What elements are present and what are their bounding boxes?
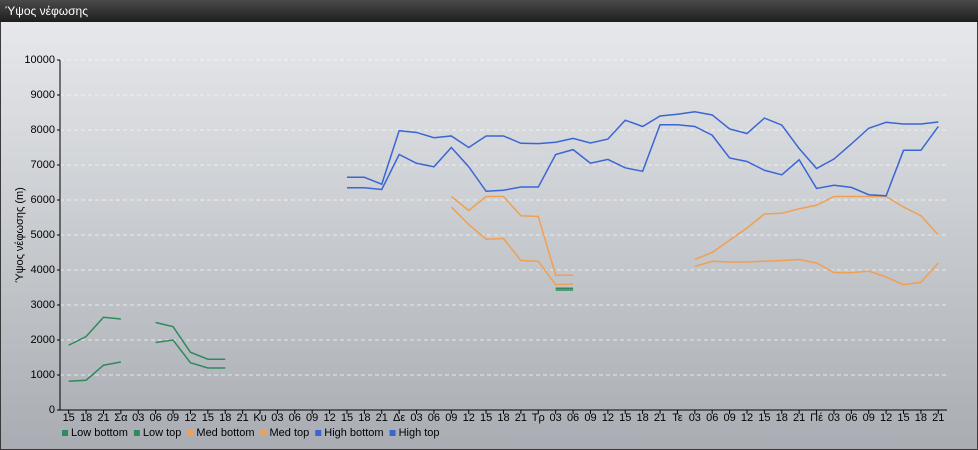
x-tick-label: 21 [376,412,388,424]
x-tick-label: 21 [654,412,666,424]
series-line [450,195,939,276]
x-tick-label: Τε [672,412,683,424]
y-tick-label: 10000 [24,54,55,66]
series-line [346,124,939,197]
y-axis-label: Ύψος νέφωσης (m) [14,187,26,283]
x-tick-label: 18 [80,412,92,424]
x-tick-label: 12 [602,412,614,424]
chart-title: Ύψος νέφωσης [5,4,88,18]
x-tick-label: 18 [358,412,370,424]
x-tick-label: 15 [480,412,492,424]
x-tick-label: 09 [306,412,318,424]
y-tick-label: 9000 [31,89,55,101]
x-tick-label: 15 [202,412,214,424]
legend-swatch [133,430,140,436]
x-tick-label: 18 [915,412,927,424]
x-tick-label: 03 [550,412,562,424]
legend-label: Low bottom [71,427,128,439]
x-tick-label: 09 [445,412,457,424]
y-tick-label: 7000 [31,159,55,171]
x-tick-label: 06 [706,412,718,424]
legend-label: High top [399,427,440,439]
x-tick-label: 03 [410,412,422,424]
y-tick-label: 1000 [31,369,55,381]
x-tick-label: 09 [167,412,179,424]
x-tick-label: 12 [463,412,475,424]
x-tick-label: 18 [776,412,788,424]
x-tick-label: 21 [236,412,248,424]
x-tick-label: 06 [428,412,440,424]
x-tick-label: 03 [271,412,283,424]
x-tick-label: 18 [497,412,509,424]
legend-label: Med bottom [196,427,254,439]
legend-swatch [62,430,68,436]
x-tick-label: 06 [567,412,579,424]
x-tick-label: 12 [880,412,892,424]
legend-swatch [187,430,194,436]
x-tick-label: 15 [897,412,909,424]
x-tick-label: Πέ [810,412,823,424]
series-line [68,287,574,360]
y-tick-label: 2000 [31,334,55,346]
x-tick-label: 15 [341,412,353,424]
y-tick-label: 5000 [31,229,55,241]
legend-swatch [389,430,396,436]
legend-swatch [260,430,267,436]
x-tick-label: Κυ [253,412,266,424]
x-tick-label: 12 [323,412,335,424]
x-tick-label: 18 [219,412,231,424]
legend-swatch [315,430,322,436]
x-tick-label: 12 [184,412,196,424]
x-tick-label: 03 [689,412,701,424]
x-tick-label: 09 [723,412,735,424]
x-tick-label: 15 [63,412,75,424]
x-tick-label: 06 [845,412,857,424]
x-tick-label: 09 [863,412,875,424]
x-tick-label: Δε [393,412,405,424]
x-tick-label: 21 [515,412,527,424]
x-tick-label: 21 [793,412,805,424]
x-tick-label: 21 [932,412,944,424]
x-tick-label: 03 [828,412,840,424]
legend-label: Med top [270,427,310,439]
x-tick-label: 06 [150,412,162,424]
y-tick-label: 6000 [31,194,55,206]
x-tick-label: Τρ [532,412,545,424]
x-tick-label: 06 [289,412,301,424]
legend-label: High bottom [324,427,383,439]
series-line [346,111,939,186]
y-tick-label: 8000 [31,124,55,136]
x-tick-label: 15 [758,412,770,424]
x-tick-label: 03 [132,412,144,424]
x-tick-label: 15 [619,412,631,424]
x-tick-label: Σα [114,412,128,424]
x-tick-label: 21 [97,412,109,424]
title-bar [0,0,978,22]
y-tick-label: 4000 [31,264,55,276]
series-line [450,206,939,286]
y-tick-label: 0 [49,404,55,416]
x-tick-label: 09 [584,412,596,424]
x-tick-label: 12 [741,412,753,424]
x-tick-label: 18 [637,412,649,424]
legend-label: Low top [143,427,182,439]
y-tick-label: 3000 [31,299,55,311]
series-line [68,289,574,383]
